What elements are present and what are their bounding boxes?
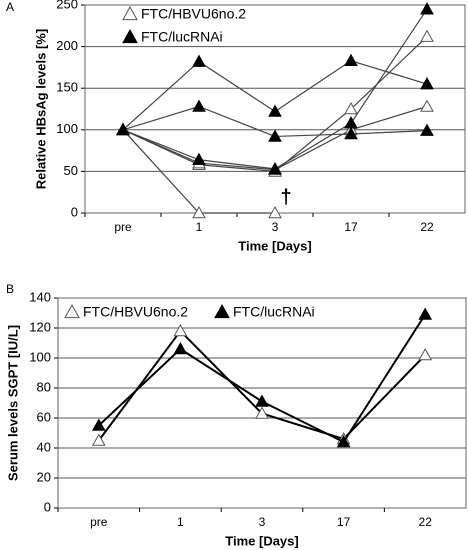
panel-label: B xyxy=(6,282,14,296)
x-tick-label: 3 xyxy=(272,220,279,234)
data-point xyxy=(420,123,434,136)
legend-label: FTC/lucRNAi xyxy=(233,304,315,320)
y-tick-label: 50 xyxy=(64,163,78,178)
legend-label: FTC/HBVU6no.2 xyxy=(83,304,188,320)
series-line xyxy=(122,36,428,173)
data-point xyxy=(418,347,433,361)
data-point xyxy=(344,53,358,67)
series-line xyxy=(122,60,428,131)
y-tick-label: 100 xyxy=(56,121,78,136)
y-tick-label: 40 xyxy=(37,439,51,454)
x-axis-title: Time [Days] xyxy=(225,533,298,548)
data-point xyxy=(116,122,130,136)
y-tick-label: 20 xyxy=(37,469,51,484)
x-tick-label: 22 xyxy=(420,220,434,234)
y-tick-label: 80 xyxy=(37,379,51,394)
data-point xyxy=(344,101,358,115)
y-tick-label: 120 xyxy=(29,319,51,334)
data-point xyxy=(255,406,269,419)
series-line xyxy=(97,329,426,442)
data-point xyxy=(91,433,106,446)
y-tick-label: 250 xyxy=(56,0,78,11)
legend-marker xyxy=(122,5,138,21)
data-point xyxy=(268,104,282,117)
x-tick-label: 17 xyxy=(337,515,351,529)
series-line xyxy=(98,313,427,444)
data-point xyxy=(255,394,269,407)
y-axis-title: Relative HBsAg levels [%] xyxy=(33,29,48,189)
data-point xyxy=(91,418,106,431)
data-point xyxy=(420,2,434,15)
data-point xyxy=(420,29,434,42)
annotation: † xyxy=(280,186,291,208)
data-point xyxy=(192,99,206,112)
data-point xyxy=(420,77,434,90)
plot-frame xyxy=(57,297,467,509)
panel-label: A xyxy=(6,0,14,14)
y-axis-title: Serum levels SGPT [IU/L] xyxy=(5,325,20,481)
data-point xyxy=(344,126,358,140)
data-point xyxy=(268,161,282,175)
data-point xyxy=(192,54,206,67)
y-tick-label: 150 xyxy=(56,80,78,95)
y-tick-label: 100 xyxy=(29,349,51,364)
x-tick-label: 17 xyxy=(344,220,358,234)
y-tick-label: 200 xyxy=(56,38,78,53)
legend-marker xyxy=(64,303,80,319)
legend-label: FTC/HBVU6no.2 xyxy=(141,6,246,22)
x-tick-label: 1 xyxy=(196,220,203,234)
y-tick-label: 60 xyxy=(37,409,51,424)
y-tick-label: 0 xyxy=(71,204,78,219)
data-point xyxy=(173,341,188,355)
legend-marker xyxy=(122,28,138,44)
y-tick-label: 0 xyxy=(44,499,51,514)
legend-label: FTC/lucRNAi xyxy=(141,29,223,45)
data-point xyxy=(344,116,358,129)
x-tick-label: pre xyxy=(114,220,132,234)
data-point xyxy=(418,307,433,320)
legend-marker xyxy=(214,303,230,319)
x-tick-label: 3 xyxy=(259,515,266,529)
data-point xyxy=(173,323,188,337)
x-axis-title: Time [Days] xyxy=(238,238,311,253)
y-tick-label: 140 xyxy=(29,289,51,304)
data-point xyxy=(268,205,282,219)
x-tick-label: 22 xyxy=(419,515,433,529)
data-point xyxy=(268,129,282,142)
data-point xyxy=(192,205,206,219)
data-point xyxy=(336,434,351,448)
data-point xyxy=(192,152,206,166)
data-point xyxy=(420,99,434,112)
x-tick-label: pre xyxy=(90,515,108,529)
x-tick-label: 1 xyxy=(177,515,184,529)
